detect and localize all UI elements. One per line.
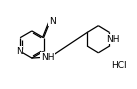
Text: NH: NH (106, 35, 119, 44)
Text: N: N (16, 47, 22, 56)
Text: N: N (49, 17, 55, 26)
Text: HCl: HCl (112, 61, 127, 70)
Text: NH: NH (41, 53, 54, 62)
